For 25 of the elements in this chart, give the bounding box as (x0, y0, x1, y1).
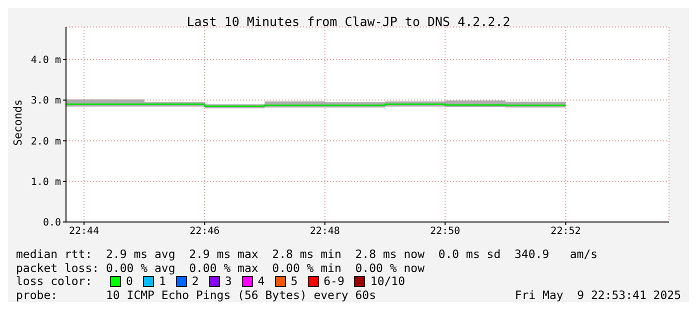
y-tick-label: 0.0 (42, 218, 61, 229)
x-tick-label: 22:44 (69, 226, 100, 238)
text: 1 (158, 274, 166, 288)
text: median rtt: 2.9 ms avg 2.9 ms max 2.8 ms min 2.8 ms now 0.0 ms sd 340.9 am/s (16, 247, 599, 262)
x-tick-label: 22:46 (190, 226, 220, 238)
x-tick-label: 22:50 (430, 226, 460, 238)
text: loss color: (16, 274, 94, 288)
chart-title: Last 10 Minutes from Claw-JP to DNS 4.2.2.2 (186, 14, 512, 29)
text: 3 (224, 274, 232, 288)
text: 6-9 (322, 274, 344, 288)
text: probe: 10 ICMP Echo Pings (56 Bytes) every 60s (16, 288, 376, 302)
y-tick-label: 1.0 m (30, 176, 61, 188)
text: 10/10 (369, 274, 406, 288)
x-tick-label: 22:48 (310, 226, 340, 238)
text: 0 (125, 274, 133, 288)
text: 4 (256, 274, 265, 288)
y-axis-title: Seconds (12, 98, 24, 148)
y-tick-label: 3.0 m (30, 96, 61, 107)
text: 5 (290, 274, 298, 288)
y-tick-label: 2.0 m (30, 136, 61, 148)
x-tick-label: 22:52 (550, 226, 581, 238)
text: packet loss: 0.00 % avg 0.00 % max 0.00 % min 0.00 % now (16, 260, 426, 275)
text: Fri May 9 22:53:41 2025 (514, 288, 681, 302)
y-tick-label: 4.0 m (30, 55, 61, 66)
text: 2 (190, 274, 199, 288)
